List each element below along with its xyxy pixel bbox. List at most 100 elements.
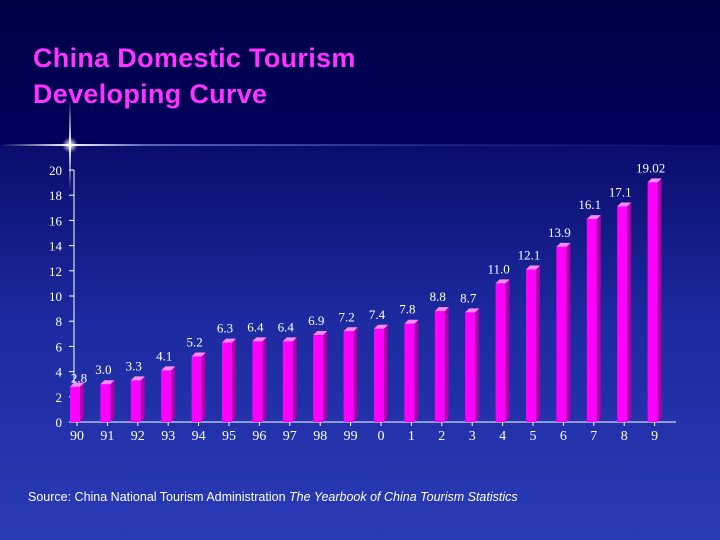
- data-label: 4.1: [156, 348, 172, 363]
- x-tick-label: 8: [621, 429, 628, 444]
- bar: [556, 246, 567, 422]
- bar-side: [80, 382, 84, 422]
- bar-top: [161, 366, 176, 371]
- bar-top: [647, 178, 662, 183]
- y-tick-label: 12: [49, 264, 62, 279]
- data-label: 6.4: [278, 319, 295, 334]
- x-tick-label: 7: [590, 429, 597, 444]
- title-band: [0, 0, 720, 145]
- x-tick-label: 91: [100, 429, 114, 444]
- bar-side: [353, 327, 358, 422]
- bar-top: [313, 331, 328, 336]
- data-label: 17.1: [609, 185, 632, 200]
- data-label: 7.8: [399, 302, 415, 317]
- bar-top: [100, 380, 115, 385]
- y-tick-label: 8: [56, 314, 63, 329]
- x-tick-label: 99: [344, 429, 358, 444]
- y-tick-label: 14: [49, 239, 63, 254]
- bar-side: [262, 337, 267, 422]
- bar-top: [617, 202, 632, 207]
- bar: [222, 342, 232, 422]
- bar-side: [505, 279, 510, 422]
- source-publication: The Yearbook of China Tourism Statistics: [289, 490, 518, 504]
- bar: [70, 386, 80, 422]
- bar-top: [374, 324, 388, 329]
- x-tick-label: 2: [438, 429, 445, 444]
- x-tick-label: 3: [469, 429, 476, 444]
- bar: [586, 219, 597, 422]
- bar-top: [465, 308, 480, 313]
- bar: [343, 331, 354, 422]
- data-label: 3.3: [126, 358, 142, 373]
- light-flare-horizontal: [0, 144, 720, 146]
- bar-side: [444, 307, 449, 422]
- x-tick-label: 90: [70, 429, 84, 444]
- bar: [495, 283, 506, 422]
- x-tick-label: 6: [560, 429, 567, 444]
- x-tick-label: 92: [131, 429, 145, 444]
- bar: [130, 380, 141, 422]
- data-label: 3.0: [95, 362, 111, 377]
- bar-top: [222, 338, 236, 343]
- bar-side: [627, 202, 632, 422]
- bar-top: [282, 337, 297, 342]
- bar-top: [191, 352, 206, 357]
- bar-top: [526, 265, 540, 270]
- bar-side: [414, 319, 419, 422]
- bar-side: [232, 338, 236, 422]
- bar-top: [343, 327, 358, 332]
- bar-side: [201, 352, 206, 422]
- bar: [161, 370, 172, 422]
- data-label: 6.3: [217, 321, 233, 336]
- bar-side: [596, 215, 601, 422]
- x-tick-label: 97: [283, 429, 297, 444]
- bar: [617, 206, 628, 422]
- y-tick-label: 10: [49, 289, 62, 304]
- bar-top: [252, 337, 267, 342]
- data-label: 13.9: [548, 225, 571, 240]
- bar: [191, 356, 202, 422]
- bar-top: [586, 215, 601, 220]
- bar-top: [556, 242, 571, 247]
- y-tick-label: 4: [56, 365, 63, 380]
- data-label: 7.4: [369, 307, 386, 322]
- bar-side: [292, 337, 297, 422]
- data-label: 6.4: [247, 319, 264, 334]
- y-tick-label: 20: [49, 163, 62, 178]
- data-label: 5.2: [186, 334, 202, 349]
- x-tick-label: 93: [161, 429, 175, 444]
- bar-top: [495, 279, 510, 284]
- x-tick-label: 94: [192, 429, 206, 444]
- bar: [404, 323, 415, 422]
- bar: [647, 182, 658, 422]
- bar: [252, 341, 263, 422]
- data-label: 6.9: [308, 313, 324, 328]
- bar: [434, 311, 445, 422]
- bar: [282, 341, 293, 422]
- bar-side: [475, 308, 480, 422]
- data-label: 12.1: [518, 248, 541, 263]
- y-tick-label: 6: [56, 339, 63, 354]
- data-label: 7.2: [338, 309, 354, 324]
- bar: [465, 312, 476, 422]
- bar-side: [566, 242, 571, 422]
- bar-side: [110, 380, 115, 422]
- x-tick-label: 98: [313, 429, 327, 444]
- data-label: 19.02: [636, 160, 665, 175]
- source-prefix: Source: China National Tourism Administr…: [28, 490, 286, 504]
- title-line-2: Developing Curve: [33, 79, 268, 109]
- bar-top: [70, 382, 84, 387]
- data-label: 8.7: [460, 290, 477, 305]
- bar-top: [404, 319, 419, 324]
- y-tick-label: 16: [49, 213, 63, 228]
- x-tick-label: 9: [651, 429, 658, 444]
- x-tick-label: 96: [252, 429, 266, 444]
- bar: [526, 269, 536, 422]
- source-note: Source: China National Tourism Administr…: [28, 490, 518, 504]
- bar: [313, 335, 324, 422]
- bar-side: [323, 331, 328, 422]
- x-tick-label: 0: [378, 429, 385, 444]
- data-label: 8.8: [430, 289, 446, 304]
- bar-side: [140, 376, 145, 422]
